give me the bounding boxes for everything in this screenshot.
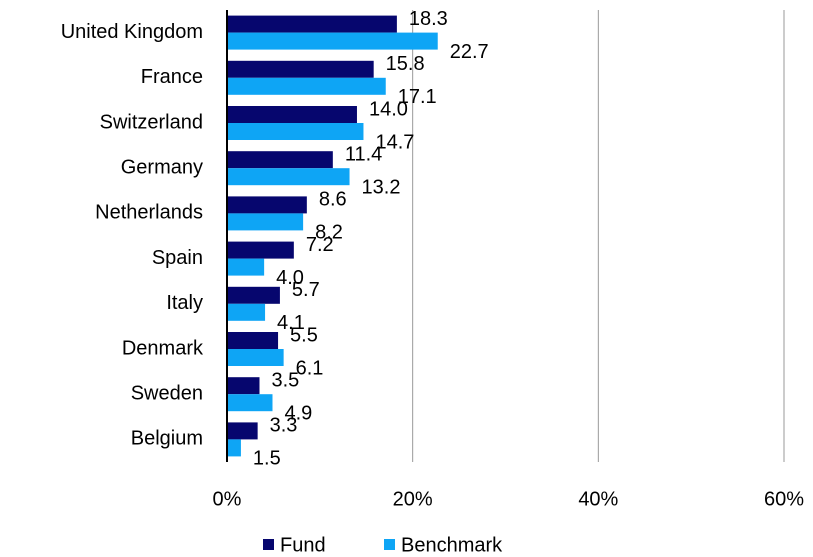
bar [227, 349, 284, 366]
y-tick-label: Belgium [131, 428, 203, 450]
bar [227, 123, 364, 140]
x-tick-label: 20% [393, 488, 433, 510]
x-tick-label: 40% [578, 488, 618, 510]
data-label: 3.3 [270, 415, 298, 437]
data-label: 4.9 [284, 402, 312, 424]
y-tick-label: United Kingdom [61, 21, 203, 43]
data-label: 17.1 [398, 86, 437, 108]
bar [227, 332, 279, 349]
bar [227, 32, 438, 50]
bar [227, 439, 241, 457]
y-tick-label: Denmark [122, 337, 204, 359]
x-tick-label: 60% [764, 488, 804, 510]
data-label: 14.0 [369, 98, 408, 120]
bar [227, 394, 273, 412]
legend-swatch [263, 539, 274, 550]
data-label: 5.5 [290, 324, 318, 346]
data-label: 6.1 [296, 357, 324, 379]
data-label: 18.3 [409, 8, 448, 30]
data-label: 3.5 [271, 369, 299, 391]
bar [227, 422, 258, 440]
data-label: 1.5 [253, 448, 281, 470]
data-label: 4.0 [276, 267, 304, 289]
data-label: 8.6 [319, 189, 347, 211]
bar [227, 196, 307, 214]
bar [227, 241, 294, 259]
bar [227, 60, 374, 78]
bar [227, 258, 265, 276]
data-label: 14.7 [375, 131, 414, 153]
bar [227, 151, 333, 169]
y-tick-label: Switzerland [100, 111, 203, 133]
y-tick-label: Italy [166, 292, 203, 314]
data-label: 13.2 [362, 176, 401, 198]
bar [227, 286, 280, 304]
data-label: 11.4 [345, 143, 382, 165]
bar [227, 213, 304, 231]
bar [227, 303, 266, 321]
y-tick-label: Sweden [131, 382, 203, 404]
legend-swatch [384, 539, 395, 550]
legend-label: Fund [280, 534, 326, 556]
x-tick-label: 0% [213, 488, 242, 510]
bar [227, 15, 397, 33]
legend-label: Benchmark [401, 534, 503, 556]
bar [227, 377, 260, 395]
y-tick-label: Germany [121, 156, 203, 178]
y-tick-label: Netherlands [95, 202, 203, 224]
data-label: 22.7 [450, 41, 489, 63]
bar [227, 168, 350, 186]
y-tick-label: France [141, 66, 203, 88]
data-label: 8.2 [315, 222, 343, 244]
y-tick-label: Spain [152, 247, 203, 269]
data-label: 5.7 [292, 279, 320, 301]
data-label: 4.1 [277, 312, 305, 334]
data-label: 7.2 [306, 234, 334, 256]
bar [227, 77, 386, 95]
data-label: 15.8 [386, 53, 425, 75]
bar [227, 106, 357, 123]
